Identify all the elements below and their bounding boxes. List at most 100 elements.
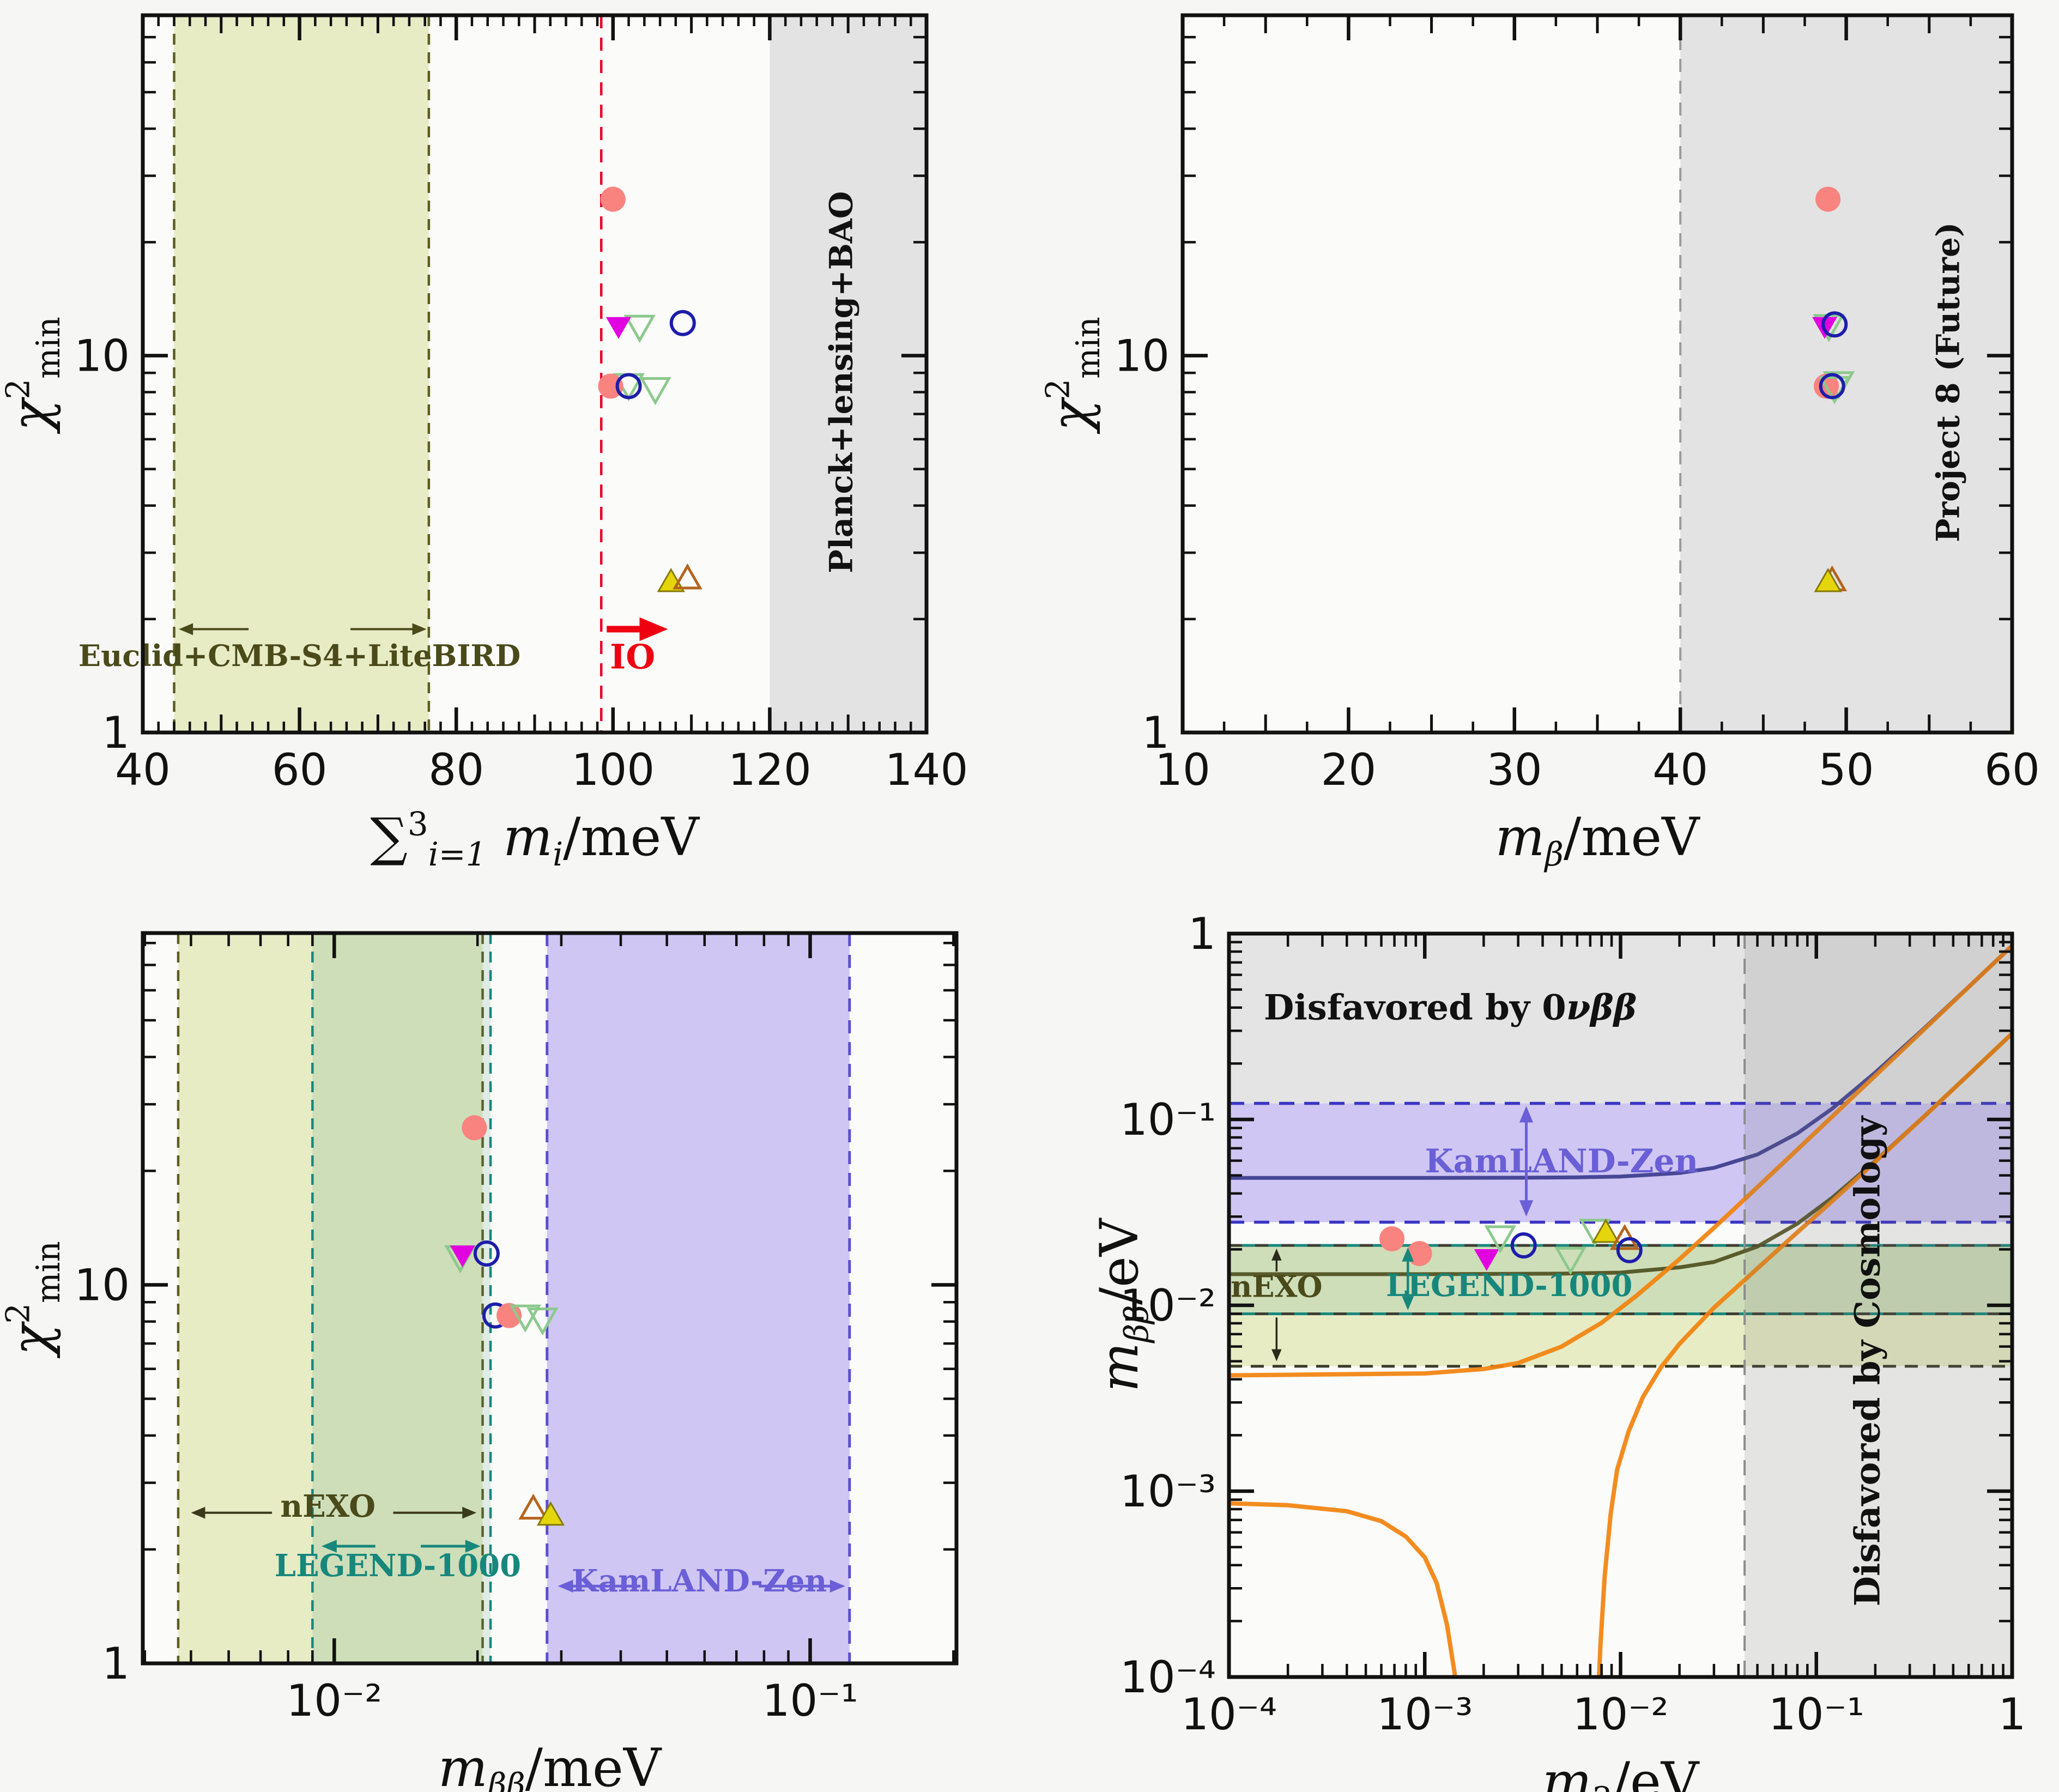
y-tick-label: 1	[1188, 909, 1216, 959]
y-tick-label: 10	[74, 1260, 130, 1310]
band	[770, 15, 926, 732]
marker-orange-open-triangle-up	[673, 563, 703, 590]
annotation: LEGEND-1000	[275, 1548, 521, 1584]
arrow-head	[1271, 1248, 1282, 1261]
y-tick-label: 1	[102, 707, 130, 758]
y-axis-title: χ2min	[1040, 317, 1108, 434]
arrow-head	[191, 1506, 205, 1519]
curves	[1229, 943, 2012, 1677]
marker-salmon-filled-circle	[1379, 1226, 1405, 1251]
marker-navy-open-circle	[615, 373, 642, 399]
y-tick-label: 1	[102, 1638, 130, 1689]
marker-green-open-triangle-down	[1554, 1246, 1586, 1275]
x-tick-label: 10⁻¹	[762, 1675, 858, 1726]
marker-green-open-triangle-down	[623, 314, 656, 343]
y-axis-title: χ2min	[0, 1241, 68, 1359]
annotation: Disfavored by 0νββ	[1264, 988, 1637, 1028]
y-tick-label: 1	[1142, 707, 1170, 758]
arrow-head	[829, 1579, 845, 1593]
marker-green-open-triangle-down	[1484, 1225, 1517, 1254]
y-tick-label: 10	[74, 330, 130, 381]
annotation: nEXO	[280, 1488, 376, 1524]
marker-yellow-filled-triangle-up	[536, 1501, 565, 1526]
x-tick-label: 10⁻²	[286, 1675, 382, 1726]
x-tick-label: 10⁻³	[1377, 1689, 1473, 1740]
band	[547, 933, 850, 1663]
annotation: Project 8 (Future)	[1930, 222, 1967, 542]
curve-NO-lower-funnel-left	[1229, 1501, 1457, 1677]
arrow-head	[558, 1579, 573, 1593]
annotation: KamLAND-Zen	[1425, 1142, 1698, 1180]
marker-green-open-triangle-down	[639, 377, 671, 405]
annotation: nEXO	[1231, 1269, 1322, 1304]
x-tick-label: 120	[728, 744, 812, 795]
y-tick-label: 10	[1114, 330, 1170, 381]
band	[174, 15, 429, 732]
arrow-head	[1519, 1106, 1534, 1123]
arrow-head	[1519, 1200, 1534, 1217]
x-axis-title: mββ/meV	[438, 1737, 662, 1792]
marker-navy-open-circle	[473, 1240, 500, 1267]
marker-magenta-filled-triangle-down	[450, 1245, 475, 1268]
marker-salmon-filled-circle	[598, 373, 623, 399]
marker-green-open-triangle-down	[509, 1304, 542, 1333]
marker-green-open-triangle-down	[526, 1307, 559, 1336]
arrow-head	[412, 623, 427, 635]
arrow-head	[1271, 1349, 1282, 1361]
y-axis-title: mββ/eV	[1089, 1218, 1156, 1392]
panel-p1: Euclid+CMB-S4+LiteBIRD IO Planck+lensing+B…	[0, 13, 968, 874]
y-axis-title: χ2min	[0, 317, 68, 434]
marker-yellow-filled-triangle-up	[1814, 567, 1842, 592]
panel-p4: Disfavored by 0νββ KamLAND-Zen LEGEND-1000…	[1089, 909, 2026, 1792]
marker-navy-open-circle	[1821, 311, 1848, 338]
band	[178, 933, 483, 1663]
marker-orange-open-triangle-up	[518, 1493, 548, 1520]
marker-navy-open-circle	[669, 310, 696, 336]
x-tick-label: 10⁻¹	[1769, 1689, 1864, 1740]
marker-navy-open-circle	[1510, 1232, 1537, 1259]
arrow-head	[462, 1506, 477, 1519]
annotation: Disfavored by Cosmology	[1848, 1115, 1888, 1606]
marker-salmon-filled-circle	[1407, 1240, 1432, 1266]
marker-navy-open-circle	[1819, 373, 1845, 399]
band	[1229, 1103, 2012, 1222]
arrow-head	[465, 1540, 481, 1553]
x-tick-label: 60	[1984, 744, 2040, 795]
x-tick-label: 40	[1652, 744, 1708, 795]
x-tick-label: 60	[272, 744, 328, 795]
y-tick-label: 10⁻²	[1120, 1280, 1216, 1331]
x-tick-label: 10⁻⁴	[1181, 1689, 1277, 1740]
x-tick-label: 80	[428, 744, 484, 795]
marker-yellow-filled-triangle-up	[1591, 1218, 1620, 1243]
arrow-head	[179, 623, 193, 635]
annotation: Euclid+CMB-S4+LiteBIRD	[78, 638, 520, 673]
arrow-head	[1402, 1247, 1414, 1262]
arrow-head	[639, 617, 668, 641]
x-tick-label: 50	[1819, 744, 1874, 795]
arrow-head	[321, 1540, 337, 1553]
x-tick-label: 1	[1999, 1689, 2026, 1740]
marker-salmon-filled-circle	[1815, 186, 1841, 212]
marker-salmon-filled-circle	[462, 1115, 487, 1141]
marker-salmon-filled-circle	[496, 1303, 522, 1328]
panel-frame	[141, 931, 959, 1666]
marker-navy-open-circle	[1616, 1237, 1643, 1263]
x-tick-label: 40	[115, 744, 171, 795]
y-tick-label: 10⁻¹	[1120, 1094, 1216, 1145]
band	[312, 933, 491, 1663]
marker-salmon-filled-circle	[600, 186, 626, 212]
annotation: Planck+lensing+BAO	[822, 191, 859, 573]
x-tick-label: 30	[1487, 744, 1542, 795]
x-axis-title: ∑3i=1 mi/meV	[370, 806, 700, 874]
x-tick-label: 140	[885, 744, 968, 795]
y-tick-label: 10⁻³	[1120, 1466, 1216, 1517]
annotation: KamLAND-Zen	[572, 1563, 827, 1599]
marker-magenta-filled-triangle-down	[605, 317, 631, 339]
x-axis-title: m3/eV	[1542, 1751, 1700, 1792]
marker-magenta-filled-triangle-down	[1474, 1249, 1499, 1271]
panel-p3: nEXO LEGEND-1000 KamLAND-Zen 10⁻² 10⁻¹ 1 10 mββ…	[0, 931, 959, 1792]
annotation: LEGEND-1000	[1386, 1268, 1632, 1304]
x-tick-label: 10	[1155, 744, 1210, 795]
